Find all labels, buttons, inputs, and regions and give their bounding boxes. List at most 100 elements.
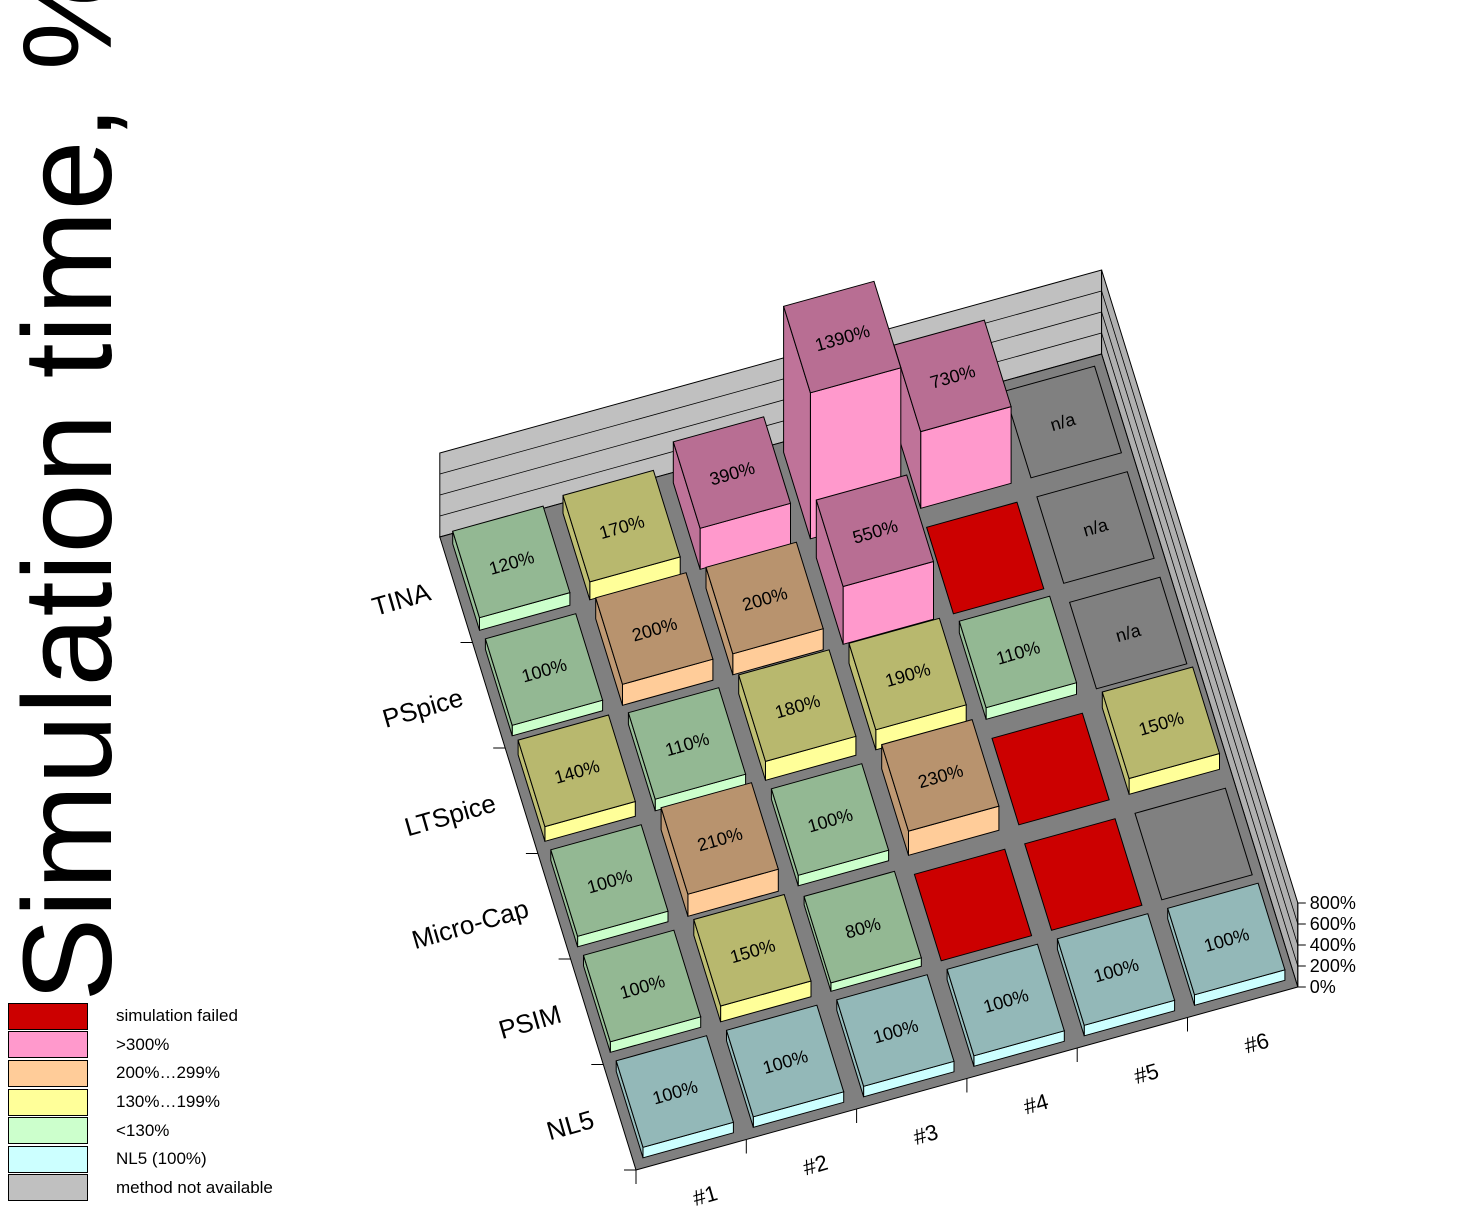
bar-cell: 80%	[803, 870, 922, 992]
bar-top	[803, 870, 922, 984]
bar-top	[725, 1004, 845, 1118]
bar-cell: 730%	[893, 319, 1012, 509]
na-tile	[1068, 576, 1188, 690]
column-label: #2	[800, 1150, 830, 1181]
bar-cell: 100%	[770, 763, 890, 887]
row-label: LTSpice	[401, 788, 499, 843]
gridline	[439, 332, 1299, 967]
bar-cell: 150%	[693, 893, 812, 1023]
bar-top	[582, 929, 702, 1043]
bar-cell: 100%	[1167, 882, 1286, 1006]
y-tick-label: 400%	[1310, 935, 1356, 955]
bar-cell: 100%	[582, 929, 702, 1053]
bar-top	[484, 613, 604, 726]
bar-cell: 180%	[738, 649, 857, 781]
bar-cell: 100%	[615, 1035, 735, 1159]
row-label: Micro-Cap	[408, 893, 532, 955]
bar-cell: 200%	[595, 572, 714, 706]
bar-top	[1056, 913, 1176, 1026]
bar-top	[693, 893, 812, 1007]
failed-tile	[925, 501, 1045, 615]
y-tick-label: 200%	[1310, 956, 1356, 976]
legend-label: method not available	[116, 1177, 273, 1197]
bar-cell: 100%	[484, 613, 604, 737]
bar-cell: 200%	[705, 541, 824, 676]
gridline	[439, 290, 1299, 925]
row-label: NL5	[543, 1104, 597, 1146]
na-tile	[1036, 471, 1155, 584]
bar-cell	[991, 712, 1110, 826]
legend-item: <130%	[8, 1116, 328, 1145]
bar-top	[881, 718, 1000, 832]
legend-item: method not available	[8, 1174, 328, 1203]
bar-top	[958, 595, 1078, 709]
bar-cell: 110%	[627, 687, 747, 812]
bar-top	[1167, 882, 1286, 996]
legend-label: simulation failed	[116, 1006, 238, 1026]
bar-top	[550, 824, 669, 937]
column-label: #3	[910, 1119, 940, 1150]
bar-cell: 390%	[672, 416, 792, 570]
bar-cell: 100%	[946, 943, 1065, 1067]
legend-swatch	[8, 1174, 88, 1202]
bar-top	[782, 280, 902, 394]
column-label: #4	[1021, 1089, 1051, 1120]
bar-top	[517, 714, 636, 828]
bar-top	[595, 572, 714, 685]
y-tick-label: 600%	[1310, 914, 1356, 934]
bar-top	[1101, 666, 1221, 780]
bar-top	[615, 1035, 735, 1148]
bar-cell: n/a	[1036, 471, 1155, 584]
bar-top	[660, 782, 779, 895]
failed-tile	[1024, 818, 1143, 931]
legend-label: NL5 (100%)	[116, 1149, 207, 1169]
bar-cell: 100%	[725, 1004, 845, 1128]
bar-top	[672, 416, 792, 529]
bar-top	[452, 505, 571, 619]
failed-tile	[991, 712, 1110, 826]
legend-swatch	[8, 1031, 88, 1059]
bar-top	[705, 541, 824, 655]
bar-cell: 170%	[562, 469, 681, 601]
na-tile	[1003, 365, 1123, 479]
row-label: PSpice	[379, 682, 466, 734]
legend-label: <130%	[116, 1120, 170, 1140]
row-label: PSIM	[495, 999, 564, 1045]
gridline	[439, 311, 1299, 946]
bar-cell: 100%	[550, 824, 669, 948]
legend-label: >300%	[116, 1034, 170, 1054]
legend-item: 130%…199%	[8, 1088, 328, 1117]
bar-cell	[913, 848, 1033, 962]
y-tick-label: 800%	[1310, 893, 1356, 913]
legend-item: 200%…299%	[8, 1059, 328, 1088]
bar-cell: 190%	[848, 617, 967, 751]
bar-top	[738, 649, 857, 763]
column-label: #6	[1241, 1028, 1271, 1059]
legend-swatch	[8, 1059, 88, 1087]
bar-cell: 100%	[1056, 913, 1176, 1037]
legend-swatch	[8, 1117, 88, 1145]
bar-top	[627, 687, 747, 800]
bar-cell: 550%	[815, 474, 935, 645]
y-tick-label: 0%	[1310, 977, 1336, 997]
legend-item: simulation failed	[8, 1002, 328, 1031]
bar-top	[893, 319, 1012, 433]
row-label: TINA	[369, 577, 435, 622]
legend: simulation failed >300% 200%…299% 130%…199%…	[8, 1002, 328, 1202]
bar-cell: 120%	[452, 505, 571, 631]
bar-cell: 110%	[958, 595, 1078, 720]
legend-swatch	[8, 1145, 88, 1173]
bar-top	[770, 763, 890, 876]
bar-top	[836, 974, 955, 1087]
legend-item: NL5 (100%)	[8, 1145, 328, 1174]
bar-cell: 140%	[517, 714, 636, 842]
bar-cell	[1134, 787, 1253, 901]
legend-item: >300%	[8, 1031, 328, 1060]
bar-cell: 230%	[881, 718, 1000, 856]
bar-cell: 100%	[836, 974, 955, 1098]
bar-top	[946, 943, 1065, 1057]
legend-label: 200%…299%	[116, 1063, 220, 1083]
bar-top	[848, 617, 967, 731]
column-label: #5	[1131, 1058, 1161, 1089]
